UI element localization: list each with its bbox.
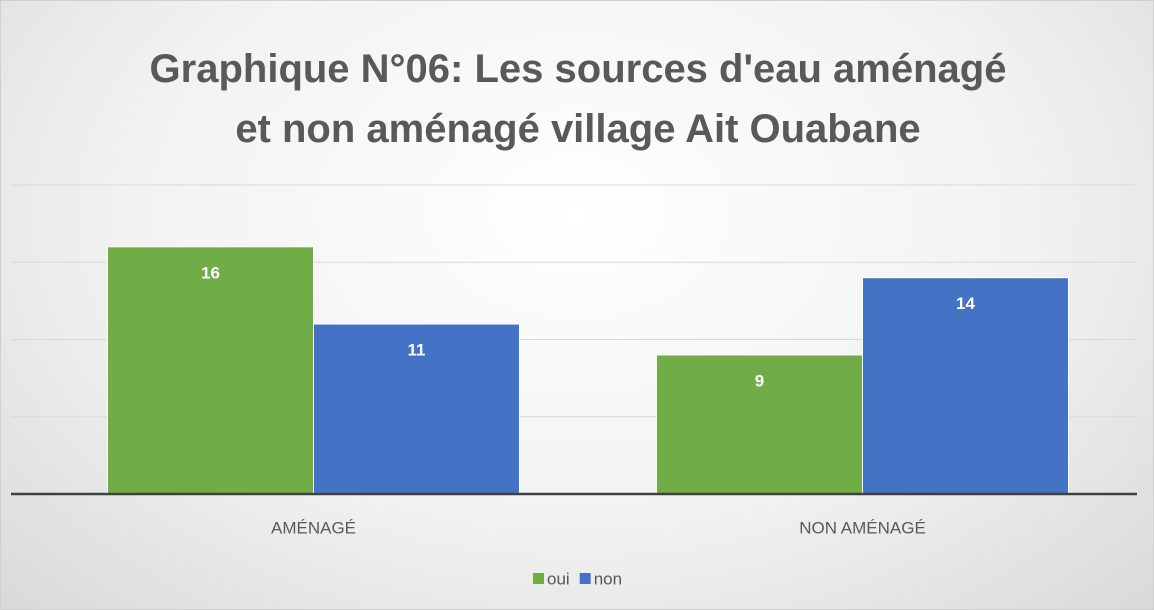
data-label: 14: [956, 294, 975, 313]
legend-label: non: [594, 569, 622, 588]
bar: [862, 277, 1069, 495]
legend-swatch: [533, 573, 544, 584]
x-tick-label: NON AMÉNAGÉ: [799, 518, 926, 537]
data-label: 9: [755, 371, 764, 390]
bar: [107, 246, 314, 495]
legend-swatch: [579, 573, 591, 584]
chart-title: Graphique N°06: Les sources d'eau aménag…: [149, 47, 1007, 151]
data-label: 11: [408, 341, 426, 360]
bar: [656, 354, 863, 495]
legend-label: oui: [547, 569, 570, 588]
x-tick-label: AMÉNAGÉ: [271, 518, 356, 537]
data-label: 16: [201, 263, 220, 282]
bar: [313, 323, 520, 495]
